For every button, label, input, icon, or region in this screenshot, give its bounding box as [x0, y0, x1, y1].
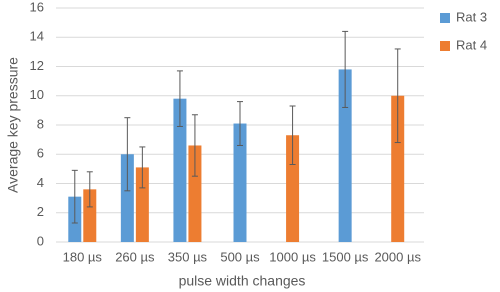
- error-bar: [237, 101, 243, 146]
- error-bar: [191, 114, 198, 177]
- x-axis-title: pulse width changes: [179, 273, 306, 289]
- bar: [120, 154, 134, 242]
- x-tick-label: 500 µs: [220, 249, 260, 264]
- error-bar: [394, 48, 401, 144]
- y-tick-label: 16: [30, 0, 44, 14]
- x-tick-label: 350 µs: [168, 249, 208, 264]
- error-bar: [139, 146, 146, 189]
- legend-swatch: [440, 41, 450, 51]
- bar: [286, 135, 300, 242]
- error-bar: [342, 30, 349, 108]
- bar: [188, 145, 202, 242]
- x-tick-label: 1000 µs: [269, 249, 316, 264]
- bar: [233, 123, 247, 242]
- y-tick-label: 8: [37, 116, 44, 131]
- x-tick-label: 2000 µs: [374, 249, 421, 264]
- bar: [338, 69, 352, 242]
- error-bar: [289, 105, 296, 165]
- x-tick-label: 1500 µs: [322, 249, 369, 264]
- error-bar: [176, 70, 183, 127]
- y-axis-title: Average key pressure: [5, 57, 21, 193]
- error-bar: [86, 171, 93, 208]
- bar: [173, 98, 187, 242]
- y-tick-label: 0: [37, 233, 44, 248]
- bar: [135, 167, 149, 242]
- legend-label: Rat 3: [456, 9, 487, 24]
- bar: [391, 95, 405, 242]
- error-bar: [124, 117, 131, 192]
- bar: [83, 189, 97, 242]
- y-tick-label: 6: [37, 146, 44, 161]
- legend-label: Rat 4: [456, 37, 487, 52]
- y-tick-label: 12: [30, 58, 44, 73]
- x-tick-label: 180 µs: [63, 249, 103, 264]
- error-bar: [71, 169, 78, 224]
- y-tick-label: 4: [37, 175, 44, 190]
- legend-swatch: [440, 13, 450, 23]
- y-tick-label: 14: [30, 29, 44, 44]
- y-tick-label: 10: [30, 87, 44, 102]
- y-tick-label: 2: [37, 204, 44, 219]
- x-tick-label: 260 µs: [115, 249, 155, 264]
